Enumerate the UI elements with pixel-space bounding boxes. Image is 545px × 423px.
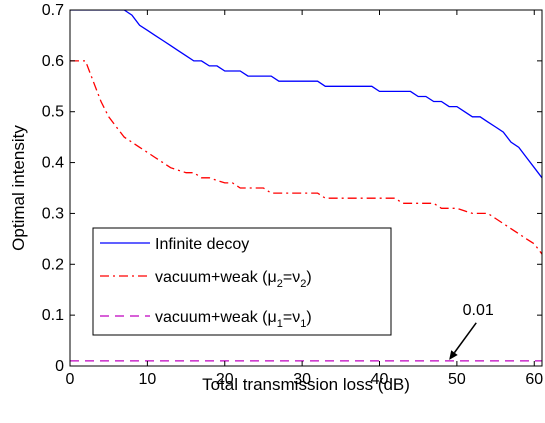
annotation-label: 0.01 — [463, 302, 494, 319]
tick-layer: 0 10 20 30 40 50 60 0 0.1 0.2 0.3 0.4 0.5 0.6 0.7 — [42, 2, 544, 388]
annotation-arrowhead — [449, 350, 458, 360]
annotation-arrow — [453, 322, 477, 354]
x-tick-label: 10 — [138, 371, 156, 388]
y-tick-label: 0.4 — [42, 155, 64, 172]
y-tick-label: 0.5 — [42, 104, 64, 121]
series-line-weak2 — [70, 60, 542, 255]
x-tick-label: 50 — [448, 371, 466, 388]
x-tick-label: 60 — [525, 371, 543, 388]
plot-frame — [69, 9, 543, 367]
legend-box — [92, 227, 392, 336]
y-tick-label: 0.2 — [42, 256, 64, 273]
legend: Infinite decoy vacuum+weak (μ2=ν2) vacuu… — [92, 227, 392, 336]
y-tick-label: 0.3 — [42, 205, 64, 222]
x-axis-label: Total transmission loss (dB) — [202, 375, 410, 394]
y-tick-label: 0.6 — [42, 53, 64, 70]
y-tick-label: 0 — [55, 358, 64, 375]
series-layer — [70, 10, 542, 362]
legend-label-vacuum-weak-1: vacuum+weak (μ1=ν1) — [155, 309, 312, 330]
x-tick-label: 40 — [371, 371, 389, 388]
y-tick-label: 0.7 — [42, 2, 64, 19]
y-tick-label: 0.1 — [42, 307, 64, 324]
x-tick-label: 30 — [293, 371, 311, 388]
annotation: 0.01 — [449, 302, 494, 360]
x-tick-label: 20 — [216, 371, 234, 388]
y-axis-label: Optimal intensity — [9, 125, 28, 251]
legend-label-infinite-decoy: Infinite decoy — [155, 236, 249, 253]
x-tick-label: 0 — [66, 371, 75, 388]
series-line-infinite — [70, 10, 542, 179]
legend-label-vacuum-weak-2: vacuum+weak (μ2=ν2) — [155, 269, 312, 290]
